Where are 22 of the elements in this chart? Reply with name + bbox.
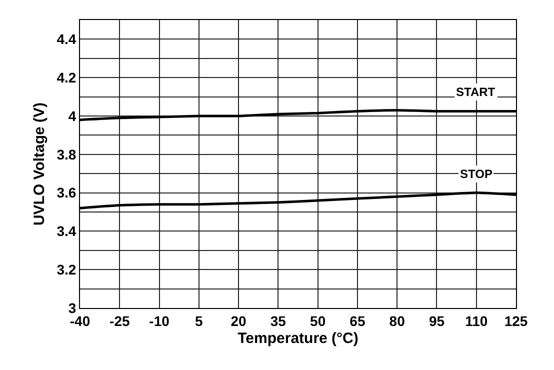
series-label: STOP: [460, 167, 492, 181]
series-label: START: [456, 85, 496, 99]
x-tick-label: 20: [230, 312, 247, 329]
y-tick-label: 4.2: [56, 70, 76, 86]
y-axis-title: UVLO Voltage (V): [30, 102, 48, 226]
x-tick-label: 95: [428, 312, 445, 329]
y-tick-label: 3.2: [56, 262, 76, 278]
x-axis-title: Temperature (°C): [238, 330, 358, 347]
x-tick-label: 110: [465, 312, 488, 329]
x-tick-label: 5: [195, 312, 204, 329]
x-tick-label: 125: [504, 312, 528, 329]
x-tick-label: 80: [389, 312, 406, 329]
x-tick-label: 65: [350, 312, 366, 329]
x-tick-label: -25: [110, 312, 130, 329]
x-tick-label: -10: [149, 312, 170, 329]
y-tick-label: 3.8: [56, 146, 76, 162]
y-tick-label: 3.6: [56, 184, 76, 201]
y-tick-label: 3.4: [56, 223, 76, 240]
x-tick-label: 50: [310, 312, 326, 329]
y-tick-label: 4.4: [56, 31, 76, 48]
x-tick-label: 35: [270, 312, 286, 329]
y-tick-label: 4: [68, 108, 76, 124]
